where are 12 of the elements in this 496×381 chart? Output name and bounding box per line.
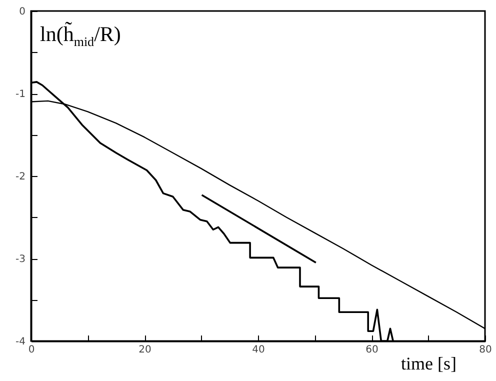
y-tick-label: -4 <box>16 336 26 348</box>
x-tick-label: 20 <box>138 344 152 356</box>
x-tick-label: 80 <box>479 344 492 356</box>
y-tick-label: -1 <box>16 89 26 100</box>
y-tick-label: 0 <box>19 6 26 18</box>
y-tick-label: -2 <box>16 172 26 182</box>
x-tick-label: 0 <box>28 344 35 356</box>
y-tick-label: -3 <box>16 254 26 265</box>
x-axis-title: time [s] <box>401 354 456 374</box>
x-tick-label: 40 <box>252 344 265 356</box>
y-axis-title: ln(h̃$_{mid}$/R) <box>40 22 121 50</box>
x-tick-label: 60 <box>366 344 378 356</box>
